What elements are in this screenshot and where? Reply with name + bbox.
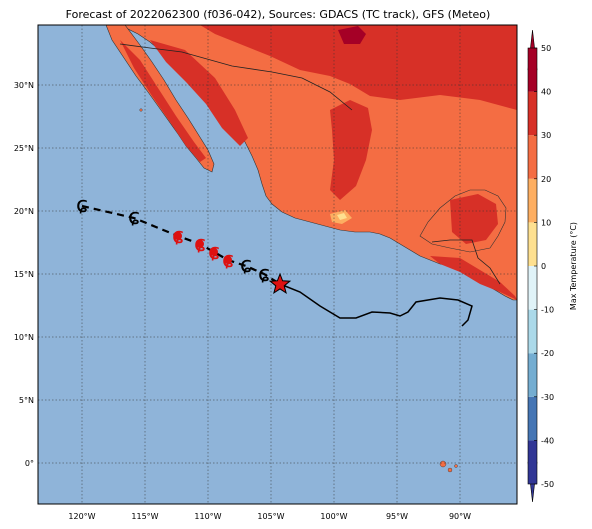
hurricane-position-icon bbox=[174, 232, 182, 240]
map-frame bbox=[37, 24, 518, 505]
hurricane-icon: ɕ bbox=[194, 232, 206, 257]
colorbar-tick-label: 50 bbox=[541, 44, 551, 53]
colorbar-band bbox=[528, 266, 537, 310]
island-galapagos-1 bbox=[439, 460, 447, 468]
colorbar-band bbox=[528, 222, 537, 266]
lon-tick-label: 120°W bbox=[68, 512, 95, 521]
lat-tick-label: 20°N bbox=[14, 207, 34, 216]
colorbar-tick-label: -50 bbox=[541, 480, 554, 489]
lon-tick-label: 100°W bbox=[320, 512, 347, 521]
land-hot-baja bbox=[120, 40, 206, 162]
hurricane-icon: ɕ bbox=[222, 248, 234, 273]
tropical-cyclone-icon: ɕ bbox=[240, 253, 252, 278]
land-hot-sonora bbox=[150, 40, 248, 146]
lon-tick-label: 115°W bbox=[131, 512, 158, 521]
land-mild-highland bbox=[337, 213, 347, 220]
hurricane-position-icon bbox=[196, 240, 204, 248]
tropical-cyclone-icon: ɕ bbox=[128, 205, 140, 230]
gridlines bbox=[38, 25, 517, 504]
lon-tick-label: 110°W bbox=[194, 512, 221, 521]
colorbar: 50 40 30 20 10 0 -10 -20 -30 -40 -50 bbox=[527, 29, 554, 503]
island-revillagigedo bbox=[139, 108, 143, 112]
tropical-cyclone-icon: ɕ bbox=[258, 262, 270, 287]
land-hot-gulf bbox=[330, 100, 372, 200]
colorbar-tick-label: 0 bbox=[541, 262, 546, 271]
lon-tick-label: 90°W bbox=[449, 512, 471, 521]
colorbar-band bbox=[528, 178, 537, 223]
colorbar-label: Max Temperature (°C) bbox=[569, 222, 578, 310]
lon-tick-label: 105°W bbox=[257, 512, 284, 521]
border-us-mexico bbox=[119, 43, 353, 111]
lat-tick-label: 15°N bbox=[14, 270, 34, 279]
colorbar-band bbox=[528, 309, 537, 354]
colorbar-band bbox=[528, 91, 537, 136]
colorbar-tick-label: -20 bbox=[541, 349, 554, 358]
island-galapagos-3 bbox=[454, 464, 458, 468]
land-hot-central-america bbox=[430, 256, 517, 300]
lon-tick-label: 95°W bbox=[386, 512, 408, 521]
lat-tick-label: 10°N bbox=[14, 333, 34, 342]
island-galapagos-2 bbox=[447, 467, 453, 473]
hurricane-position-icon bbox=[224, 256, 232, 264]
colorbar-band bbox=[528, 353, 537, 397]
colorbar-tick-label: -40 bbox=[541, 436, 554, 445]
tropical-cyclone-icon: ɕ bbox=[76, 193, 88, 218]
colorbar-tick-label: -10 bbox=[541, 306, 554, 315]
border-guatemala bbox=[431, 239, 501, 285]
lat-tick-label: 5°N bbox=[19, 396, 34, 405]
colorbar-band bbox=[528, 440, 537, 484]
land-hot-north bbox=[200, 25, 517, 110]
land-very-hot bbox=[338, 26, 366, 44]
lat-tick-label: 25°N bbox=[14, 144, 34, 153]
hurricane-icon: ɕ bbox=[172, 224, 184, 249]
colorbar-tick-label: 10 bbox=[541, 218, 551, 227]
colorbar-band bbox=[528, 48, 537, 92]
storm-past-track bbox=[279, 283, 473, 327]
colorbar-tick-label: -30 bbox=[541, 393, 554, 402]
colorbar-tick-label: 20 bbox=[541, 175, 551, 184]
map-title: Forecast of 2022062300 (f036-042), Sourc… bbox=[65, 8, 491, 21]
colorbar-tick-label: 40 bbox=[541, 88, 551, 97]
colorbar-tick-label: 30 bbox=[541, 131, 551, 140]
hurricane-icon: ɕ bbox=[208, 240, 220, 265]
colorbar-band bbox=[528, 396, 537, 441]
land-hot-yucatan bbox=[450, 194, 498, 244]
hurricane-position-icon bbox=[210, 248, 218, 256]
lat-tick-label: 30°N bbox=[14, 81, 34, 90]
colorbar-band bbox=[528, 135, 537, 179]
lat-tick-label: 0° bbox=[25, 459, 34, 468]
star-icon bbox=[268, 272, 292, 295]
